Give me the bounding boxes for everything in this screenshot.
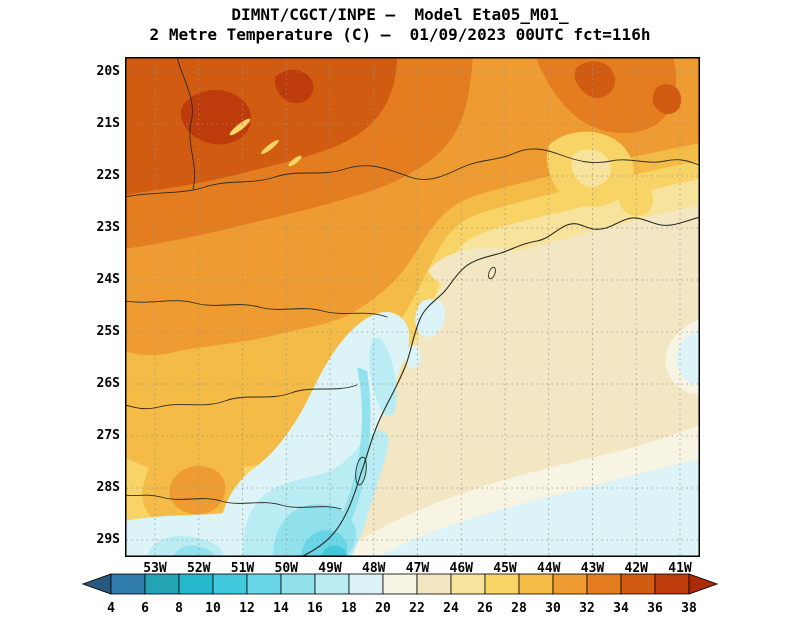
colorbar-segment	[348, 573, 384, 595]
temp-spot-34-36-ne2	[652, 84, 682, 115]
colorbar-segment	[586, 573, 622, 595]
map-borders	[124, 56, 701, 558]
colorbar-segment	[620, 573, 656, 595]
lat-label: 27S	[96, 428, 120, 443]
colorbar-tick-label: 22	[409, 601, 425, 616]
colorbar-tick-label: 8	[175, 601, 183, 616]
colorbar-segment	[178, 573, 214, 595]
colorbar-arrow-left	[81, 573, 112, 595]
colorbar-segment	[212, 573, 248, 595]
state-border-sp-pr	[124, 300, 388, 318]
colorbar-tick-label: 20	[375, 601, 391, 616]
colorbar-segment	[552, 573, 588, 595]
colorbar-segment	[110, 573, 146, 595]
cool-patch-ne-yellow	[571, 149, 612, 188]
colorbar-segment	[144, 573, 180, 595]
lon-label: 46W	[449, 561, 473, 576]
cold-sw-14-16	[173, 545, 214, 557]
lon-label: 43W	[580, 561, 605, 576]
colorbar-arrow-right	[688, 573, 719, 595]
cool-pocket-inland	[428, 247, 540, 294]
lon-label: 53W	[143, 561, 167, 576]
lon-label: 44W	[537, 561, 561, 576]
lon-label: 51W	[230, 561, 255, 576]
island-florianopolis	[355, 456, 367, 486]
ocean-lobe-inner	[676, 329, 700, 385]
ocean-band-20-22	[335, 425, 700, 557]
colorbar-tick-label: 32	[579, 601, 595, 616]
lon-label: 41W	[668, 561, 692, 576]
colorbar-tick-label: 24	[443, 601, 459, 616]
temp-spot-36-38-b	[274, 69, 314, 104]
lon-label: 47W	[405, 561, 430, 576]
colorbar: 4 6 8 10 12 14 16 18 20 22 24 26 28 30 32 34 36 38	[81, 572, 719, 618]
title-line-2: 2 Metre Temperature (C) — 01/09/2023 00U…	[149, 25, 651, 44]
colorbar-segment	[246, 573, 282, 595]
lat-label: 21S	[96, 116, 120, 131]
colorbar-tick-label: 38	[681, 601, 697, 616]
colorbar-segment	[280, 573, 316, 595]
colorbar-tick-label: 16	[307, 601, 323, 616]
lon-label: 42W	[624, 561, 648, 576]
lat-label: 29S	[96, 532, 120, 547]
colorbar-svg: 4 6 8 10 12 14 16 18 20 22 24 26 28 30 32 34 36 38	[81, 573, 719, 616]
lon-label: 50W	[274, 561, 298, 576]
state-border-pr-sc	[124, 384, 358, 410]
colorbar-tick-label: 34	[613, 601, 629, 616]
map-frame	[125, 57, 700, 557]
colorbar-segment	[654, 573, 690, 595]
colorbar-tick-label: 4	[107, 601, 115, 616]
island-ilhabela	[488, 266, 496, 280]
coastline	[300, 216, 701, 558]
lat-label: 26S	[96, 376, 120, 391]
map-area	[124, 56, 701, 558]
temperature-map	[124, 56, 701, 558]
lat-label: 23S	[96, 220, 120, 235]
heat-streak	[261, 139, 279, 155]
state-border-sc-rs	[124, 494, 342, 510]
heat-streak	[288, 155, 302, 167]
lon-label: 45W	[493, 561, 517, 576]
lon-label: 48W	[362, 561, 386, 576]
colorbar-segment	[518, 573, 554, 595]
state-border-west	[176, 56, 196, 190]
lat-label: 25S	[96, 324, 120, 339]
colorbar-tick-label: 14	[273, 601, 289, 616]
lat-label: 22S	[96, 168, 120, 183]
lat-label: 20S	[96, 64, 120, 79]
lat-label: 28S	[96, 480, 120, 495]
colorbar-segment	[484, 573, 520, 595]
warm-pocket-sw-inner	[169, 465, 226, 515]
heat-streak	[229, 118, 251, 136]
colorbar-tick-label: 36	[647, 601, 663, 616]
colorbar-tick-label: 6	[141, 601, 149, 616]
colorbar-segment	[450, 573, 486, 595]
colorbar-tick-label: 26	[477, 601, 493, 616]
coast-cool-speck	[405, 345, 421, 369]
colorbar-segment	[382, 573, 418, 595]
lat-label: 24S	[96, 272, 120, 287]
colorbar-segment	[314, 573, 350, 595]
lon-label: 49W	[318, 561, 342, 576]
ocean-region-18-20	[377, 459, 700, 557]
title-line-1: DIMNT/CGCT/INPE — Model Eta05_M01_	[231, 5, 569, 24]
colorbar-tick-label: 18	[341, 601, 357, 616]
colorbar-segment	[416, 573, 452, 595]
state-border-north	[124, 148, 701, 198]
colorbar-tick-label: 12	[239, 601, 255, 616]
coast-cool-speck	[415, 298, 446, 337]
colorbar-tick-label: 10	[205, 601, 221, 616]
colorbar-tick-label: 28	[511, 601, 527, 616]
cold-south-10-12	[321, 545, 347, 557]
colorbar-tick-label: 30	[545, 601, 561, 616]
cold-coast-strip-16-18	[369, 337, 397, 417]
temp-spot-34-36-ne1	[574, 61, 616, 98]
gridlines	[126, 58, 699, 556]
lon-label: 52W	[187, 561, 211, 576]
